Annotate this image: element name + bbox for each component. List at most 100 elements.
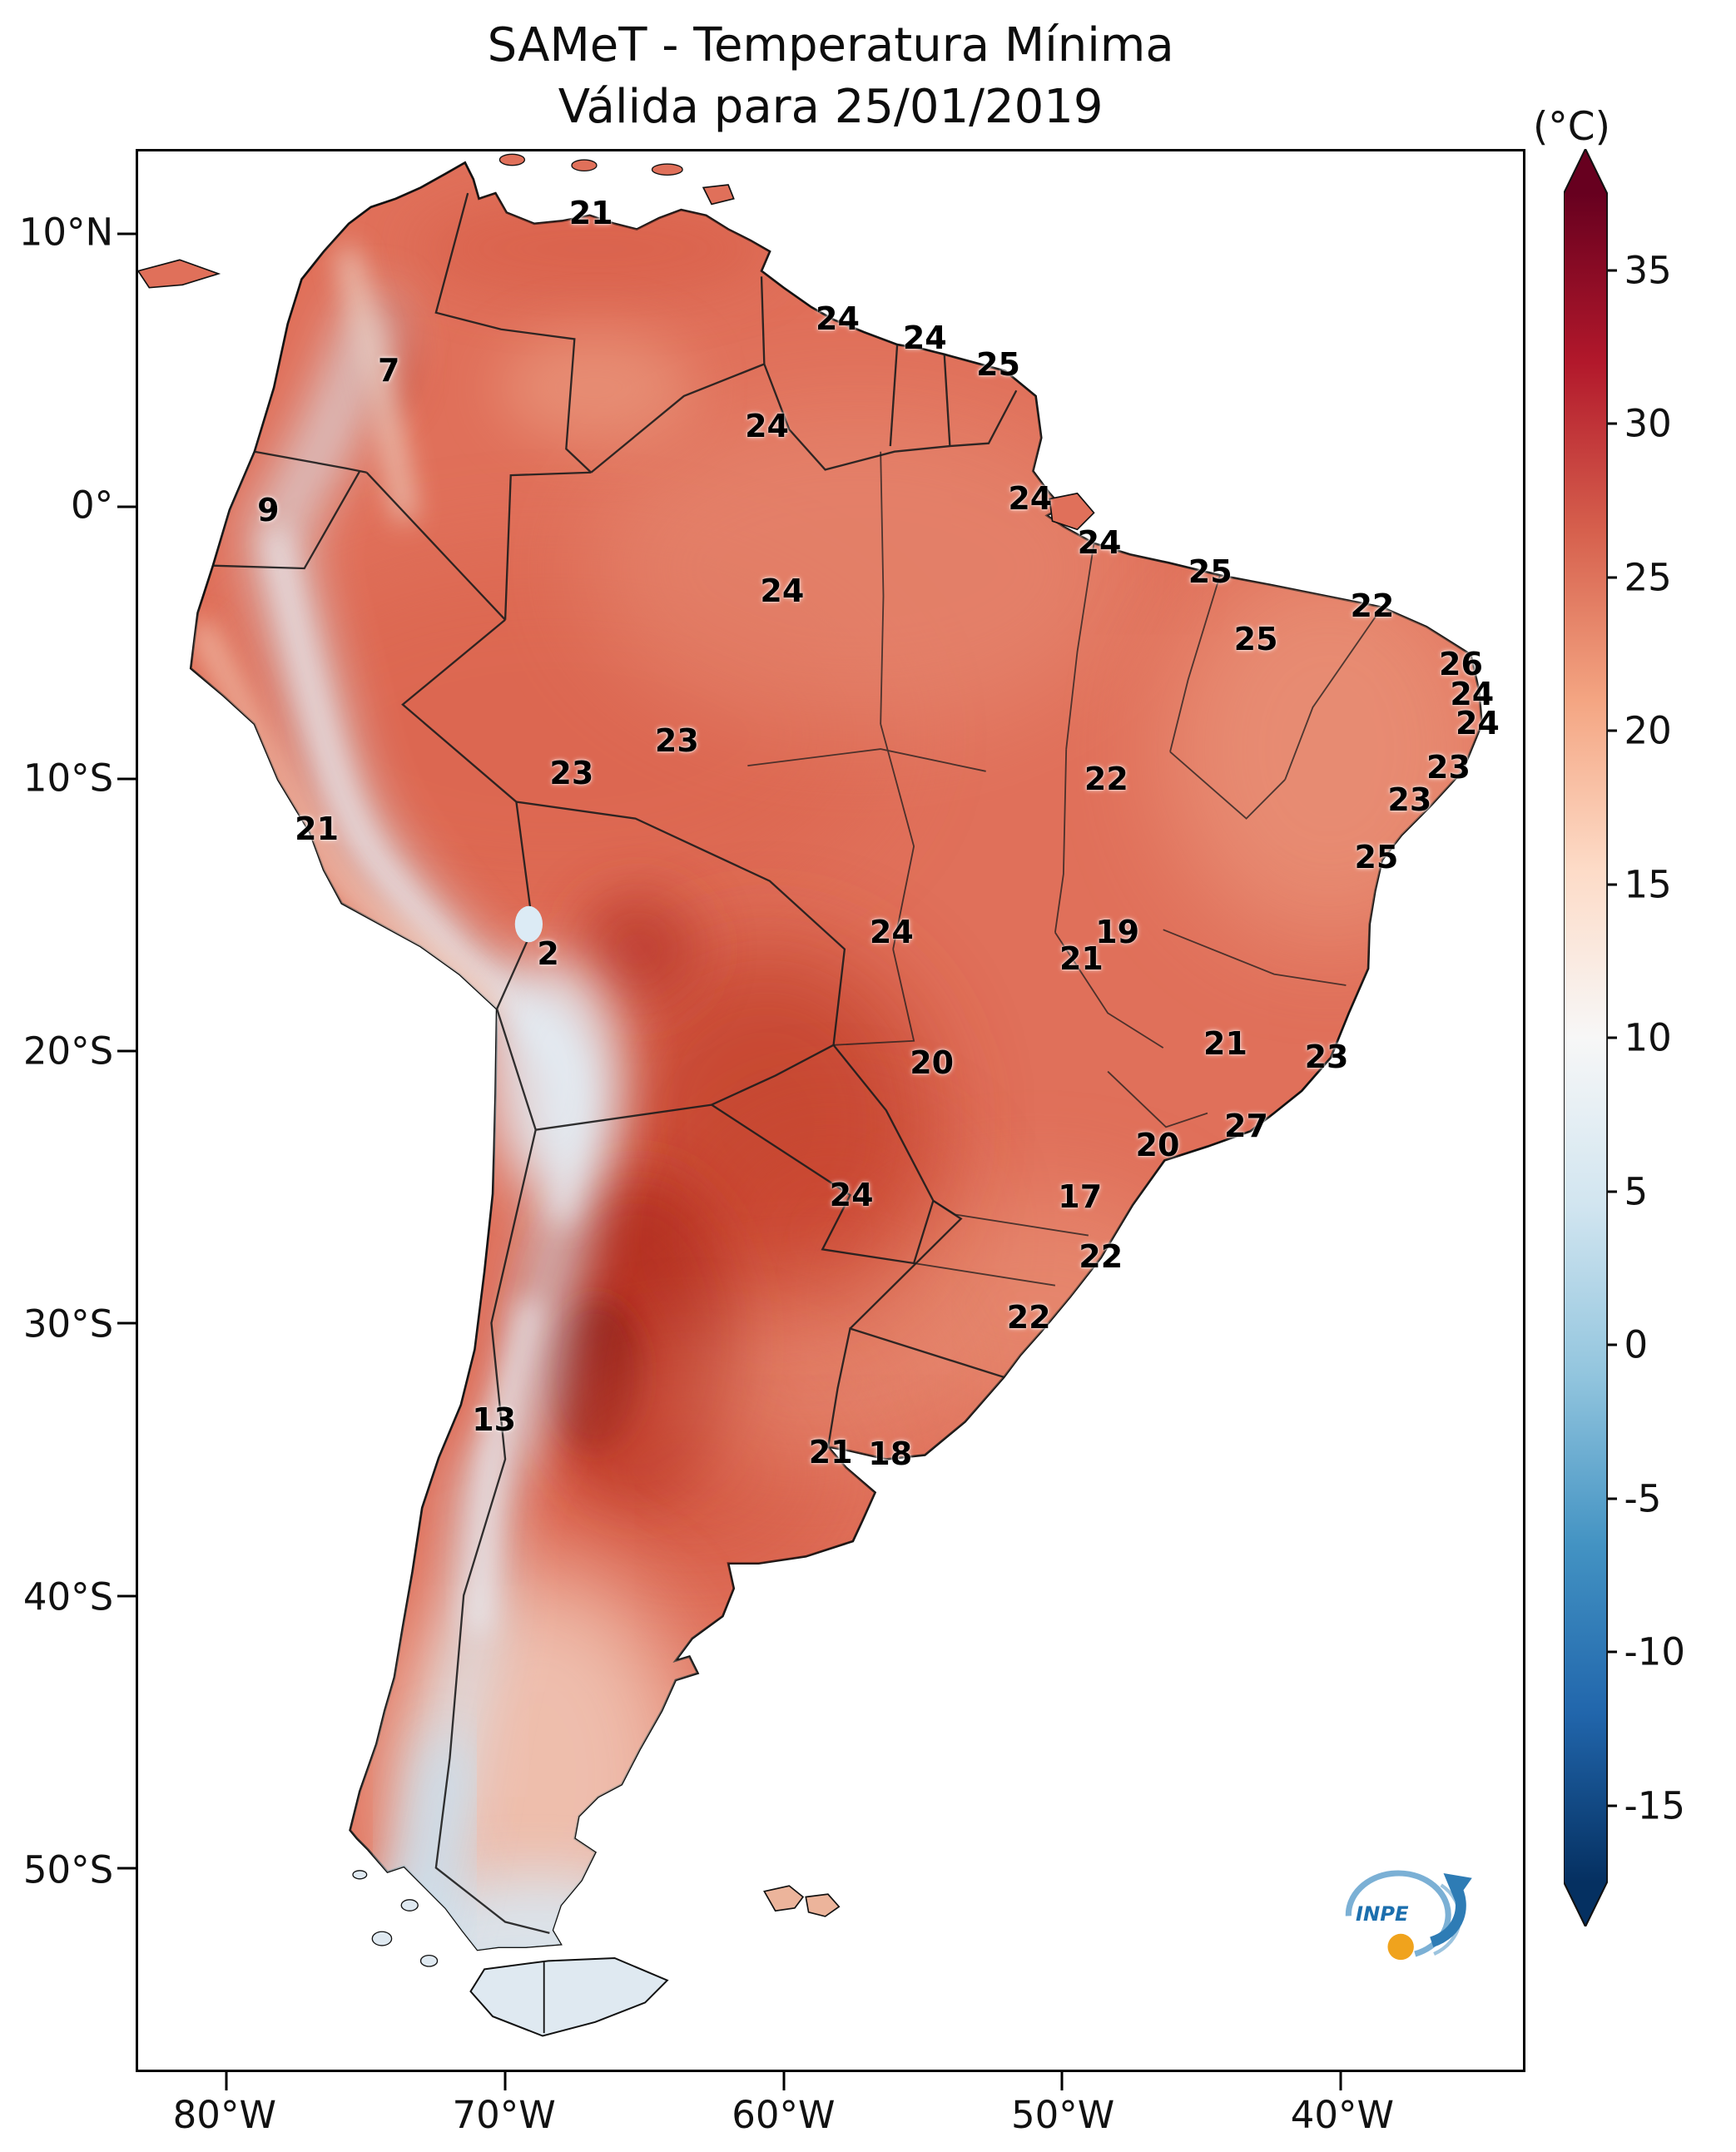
colorbar-gradient — [1564, 149, 1608, 1927]
orange-dot-icon — [1387, 1933, 1414, 1960]
temp-value-label: 22 — [1079, 1237, 1123, 1275]
panama-landmass — [137, 259, 221, 289]
colorbar-tick-label: 25 — [1624, 555, 1672, 600]
chart-title: SAMeT - Temperatura Mínima Válida para 2… — [136, 15, 1526, 138]
temp-value-label: 13 — [472, 1401, 517, 1438]
y-tick-label: 10°S — [22, 756, 114, 801]
y-tick-label: 20°S — [22, 1029, 114, 1074]
temp-value-label: 7 — [377, 351, 400, 389]
temp-value-label: 17 — [1058, 1178, 1103, 1216]
falkland-east-island — [805, 1893, 841, 1917]
temperature-field — [191, 193, 1482, 1951]
x-tick-label: 50°W — [1010, 2092, 1115, 2137]
colorbar-tick-mark — [1607, 1343, 1618, 1346]
colorbar-tick-mark — [1607, 1036, 1618, 1039]
y-tick-label: 10°N — [18, 210, 114, 255]
temp-value-label: 26 — [1439, 645, 1483, 682]
lake-titicaca — [514, 906, 543, 943]
colorbar-tick-mark — [1607, 1650, 1618, 1654]
y-tick-label: 40°S — [22, 1574, 114, 1619]
temp-value-label: 24 — [816, 300, 860, 337]
temp-value-label: 24 — [1077, 524, 1122, 562]
colorbar-tick-mark — [1607, 576, 1618, 579]
temp-value-label: 24 — [1008, 480, 1053, 518]
temp-value-label: 21 — [1059, 940, 1104, 978]
islands-group — [352, 153, 1095, 2037]
colorbar-tick-label: 10 — [1624, 1015, 1672, 1060]
colorbar-unit-label: (°C) — [1532, 104, 1610, 151]
temp-value-label: 23 — [549, 754, 594, 791]
title-line-1: SAMeT - Temperatura Mínima — [487, 18, 1174, 73]
temp-value-label: 25 — [1233, 620, 1278, 657]
colorbar-tick-label: 20 — [1624, 708, 1672, 753]
colorbar-tick-mark — [1607, 269, 1618, 272]
y-tick-mark — [117, 232, 136, 236]
y-tick-label: 50°S — [22, 1847, 114, 1892]
temp-value-label: 22 — [1350, 588, 1395, 625]
temp-value-label: 24 — [902, 319, 947, 356]
temp-value-label: 23 — [654, 721, 699, 759]
arrow-icon — [1443, 1872, 1472, 1902]
temp-value-label: 21 — [1203, 1024, 1247, 1062]
temp-value-label: 23 — [1304, 1038, 1349, 1075]
temp-value-label: 23 — [1426, 748, 1471, 786]
temp-value-label: 25 — [1354, 839, 1399, 876]
temp-value-label: 24 — [869, 914, 914, 951]
y-axis: 10°N 0° 10°S 20°S 30°S 40°S 50°S — [0, 149, 125, 2072]
x-tick-label: 70°W — [452, 2092, 556, 2137]
colorbar-tick-mark — [1607, 729, 1618, 732]
x-tick-mark — [1060, 2071, 1064, 2090]
colorbar — [1564, 149, 1608, 1927]
temp-value-label: 25 — [976, 346, 1020, 383]
x-tick-label: 40°W — [1290, 2092, 1394, 2137]
y-tick-mark — [117, 1321, 136, 1325]
temp-value-label: 19 — [1095, 914, 1140, 951]
title-line-2: Válida para 25/01/2019 — [558, 80, 1104, 134]
x-tick-label: 80°W — [172, 2092, 276, 2137]
temp-value-label: 24 — [760, 572, 805, 609]
temp-value-label: 24 — [829, 1176, 874, 1213]
x-tick-mark — [1339, 2071, 1342, 2090]
marajo-island — [1049, 493, 1095, 531]
temp-value-label: 24 — [745, 407, 790, 444]
x-tick-mark — [503, 2071, 507, 2090]
temp-value-label: 21 — [295, 810, 340, 847]
temp-value-label: 22 — [1006, 1299, 1051, 1336]
temp-value-label: 22 — [1084, 760, 1128, 797]
colorbar-tick-mark — [1607, 1804, 1618, 1807]
y-tick-mark — [117, 1594, 136, 1598]
colorbar-tick-mark — [1607, 1497, 1618, 1500]
temp-value-label: 18 — [868, 1435, 913, 1472]
temp-value-label: 24 — [1455, 704, 1500, 741]
x-tick-mark — [225, 2071, 228, 2090]
y-tick-mark — [117, 505, 136, 508]
inpe-logo-text: INPE — [1356, 1902, 1409, 1926]
y-tick-label: 30°S — [22, 1302, 114, 1346]
map-plot: INPE 21 24 24 25 7 24 24 9 24 25 24 22 25 26 24 24 23 23 2… — [117, 149, 1526, 2090]
colorbar-tick-label: -15 — [1624, 1783, 1685, 1828]
temp-value-label: 23 — [1387, 781, 1432, 819]
temp-value-label: 24 — [1450, 676, 1495, 713]
falkland-west-island — [762, 1885, 805, 1912]
state-borders — [747, 451, 1383, 1287]
temp-value-label: 20 — [910, 1044, 955, 1081]
colorbar-tick-label: 35 — [1624, 248, 1672, 293]
y-tick-mark — [117, 777, 136, 781]
temp-value-label: 20 — [1135, 1126, 1180, 1163]
colorbar-tick-label: -5 — [1624, 1476, 1662, 1521]
colorbar-tick-mark — [1607, 883, 1618, 886]
y-tick-mark — [117, 1049, 136, 1053]
colorbar-tick-label: 0 — [1624, 1322, 1649, 1367]
temp-value-label: 27 — [1224, 1107, 1268, 1144]
temp-value-label: 9 — [257, 492, 280, 529]
temp-value-label: 21 — [568, 194, 613, 231]
temp-value-label: 2 — [537, 935, 559, 972]
trinidad-island — [702, 184, 735, 206]
south-america-map — [137, 153, 1483, 2037]
colorbar-tick-label: 5 — [1624, 1169, 1649, 1214]
x-tick-label: 60°W — [732, 2092, 836, 2137]
tierra-del-fuego-island — [469, 1957, 669, 2037]
colorbar-tick-label: -10 — [1624, 1629, 1685, 1674]
colorbar-tick-label: 30 — [1624, 401, 1672, 446]
